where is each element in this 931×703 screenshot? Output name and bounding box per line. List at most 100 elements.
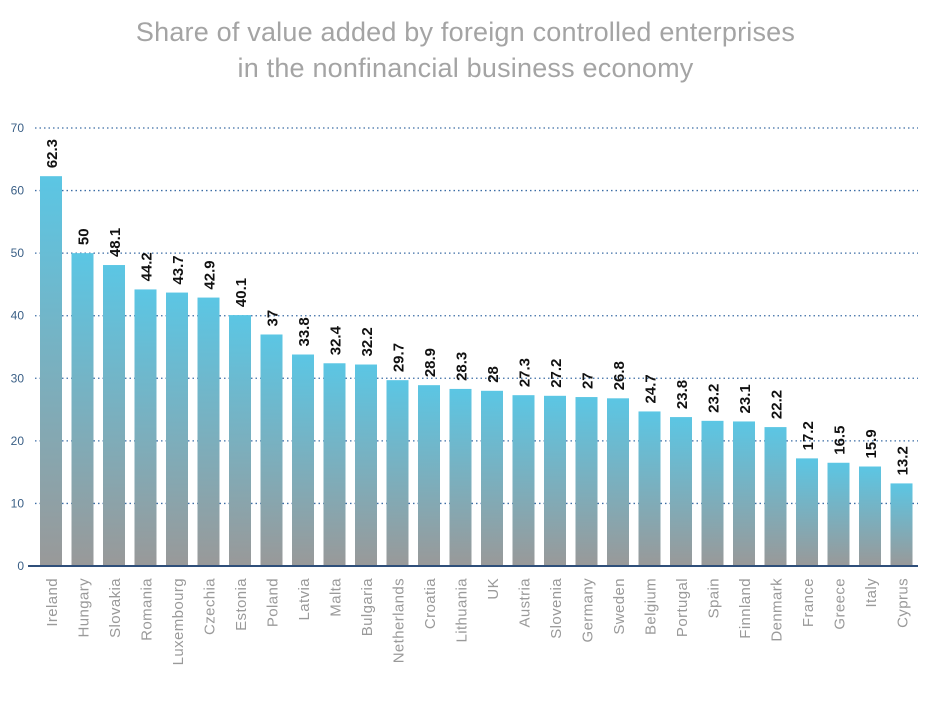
category-label: Italy <box>863 578 880 608</box>
data-label: 32.2 <box>359 327 376 356</box>
data-labels: 62.3 50 48.1 44.2 43.7 42.9 40.1 37 33.8 32.4 32.2… <box>44 139 912 475</box>
data-label: 28.9 <box>422 348 439 377</box>
bar <box>229 315 251 566</box>
y-tick-label: 30 <box>11 371 25 385</box>
bar <box>607 398 629 566</box>
bar <box>197 297 220 566</box>
data-label: 27.2 <box>548 359 565 388</box>
bar <box>103 265 125 566</box>
y-tick-label: 20 <box>11 434 25 448</box>
data-label: 33.8 <box>296 317 313 346</box>
y-tick-label: 10 <box>11 496 25 510</box>
bar <box>292 354 314 566</box>
category-label: Latvia <box>296 578 313 621</box>
bar <box>733 421 755 566</box>
category-label: Netherlands <box>391 578 408 663</box>
y-axis-ticks: 0 10 20 30 40 50 60 70 <box>11 121 25 573</box>
bar <box>71 253 94 566</box>
y-tick-label: 40 <box>11 309 25 323</box>
data-label: 23.1 <box>737 384 754 413</box>
category-label: Poland <box>265 578 282 627</box>
category-label: Denmark <box>769 578 786 642</box>
category-label: Slovenia <box>548 578 565 639</box>
data-label: 13.2 <box>895 446 912 475</box>
bar <box>859 466 881 566</box>
chart-subtitle: in the nonfinancial business economy <box>237 53 694 83</box>
category-label: Malta <box>328 578 345 617</box>
data-label: 28 <box>485 366 502 383</box>
category-label: Czechia <box>202 578 219 635</box>
data-label: 40.1 <box>233 278 250 307</box>
category-label: Finnland <box>737 578 754 639</box>
category-label: UK <box>485 578 502 600</box>
category-label: Austria <box>517 578 534 628</box>
chart-title: Share of value added by foreign controll… <box>135 17 796 47</box>
bar <box>134 289 157 566</box>
y-tick-label: 50 <box>11 246 25 260</box>
bar <box>575 397 598 566</box>
category-label: Sweden <box>611 578 628 635</box>
category-label: Romania <box>139 578 156 641</box>
bar <box>796 458 818 566</box>
data-label: 26.8 <box>611 361 628 390</box>
data-label: 15.9 <box>863 429 880 458</box>
data-label: 23.8 <box>674 380 691 409</box>
bar <box>166 292 188 566</box>
category-label: Ireland <box>44 578 61 627</box>
data-label: 22.2 <box>769 390 786 419</box>
bar <box>701 420 724 566</box>
data-label: 37 <box>265 310 282 327</box>
bar <box>890 483 913 566</box>
category-label: Hungary <box>76 578 93 638</box>
data-label: 44.2 <box>139 252 156 281</box>
category-label: Slovakia <box>107 578 124 638</box>
bar <box>449 388 472 566</box>
category-label: Belgium <box>643 578 660 635</box>
bar <box>355 364 377 566</box>
chart-title-block: Share of value added by foreign controll… <box>0 14 931 86</box>
data-label: 27.3 <box>517 358 534 387</box>
bar <box>481 390 503 566</box>
bar <box>512 395 535 566</box>
category-label: Portugal <box>674 578 691 637</box>
category-label: Germany <box>580 578 597 643</box>
data-label: 43.7 <box>170 255 187 284</box>
y-tick-label: 70 <box>11 121 25 135</box>
data-label: 24.7 <box>643 374 660 403</box>
data-label: 32.4 <box>328 325 345 355</box>
bar <box>827 462 850 566</box>
data-label: 17.2 <box>800 421 817 450</box>
data-label: 28.3 <box>454 352 471 381</box>
data-label: 42.9 <box>202 260 219 289</box>
bar <box>40 176 62 566</box>
category-label: Lithuania <box>454 578 471 643</box>
gridlines <box>35 127 918 505</box>
category-label: France <box>800 578 817 627</box>
y-tick-label: 60 <box>11 184 25 198</box>
bar <box>544 395 566 566</box>
data-label: 27 <box>580 372 597 389</box>
category-label: Cyprus <box>895 578 912 628</box>
bar <box>386 380 409 566</box>
category-label: Estonia <box>233 578 250 631</box>
category-label: Bulgaria <box>359 578 376 636</box>
bar <box>670 417 692 566</box>
data-label: 16.5 <box>832 426 849 455</box>
category-label: Croatia <box>422 578 439 629</box>
x-axis-labels: Ireland Hungary Slovakia Romania Luxembourg C… <box>44 578 912 666</box>
data-label: 29.7 <box>391 343 408 372</box>
bars <box>40 176 913 566</box>
bar <box>764 427 787 566</box>
data-label: 62.3 <box>44 139 61 168</box>
category-label: Greece <box>832 578 849 630</box>
bar <box>323 363 346 566</box>
data-label: 48.1 <box>107 228 124 257</box>
bar <box>638 411 661 566</box>
data-label: 50 <box>76 228 93 245</box>
data-label: 23.2 <box>706 384 723 413</box>
bar <box>418 385 440 566</box>
category-label: Spain <box>706 578 723 618</box>
bar <box>260 334 283 566</box>
category-label: Luxembourg <box>170 578 187 665</box>
